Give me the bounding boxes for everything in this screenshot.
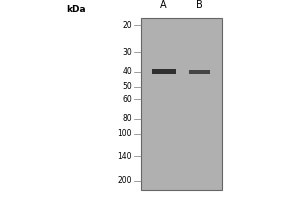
Text: kDa: kDa bbox=[66, 5, 86, 14]
Text: 80: 80 bbox=[122, 114, 132, 123]
Text: 60: 60 bbox=[122, 95, 132, 104]
Text: 20: 20 bbox=[122, 21, 132, 30]
Text: 50: 50 bbox=[122, 82, 132, 91]
Text: 140: 140 bbox=[118, 152, 132, 161]
Text: B: B bbox=[196, 0, 203, 10]
Text: 100: 100 bbox=[118, 129, 132, 138]
Text: 200: 200 bbox=[118, 176, 132, 185]
Text: 40: 40 bbox=[122, 67, 132, 76]
Text: A: A bbox=[160, 0, 167, 10]
Text: 30: 30 bbox=[122, 48, 132, 57]
